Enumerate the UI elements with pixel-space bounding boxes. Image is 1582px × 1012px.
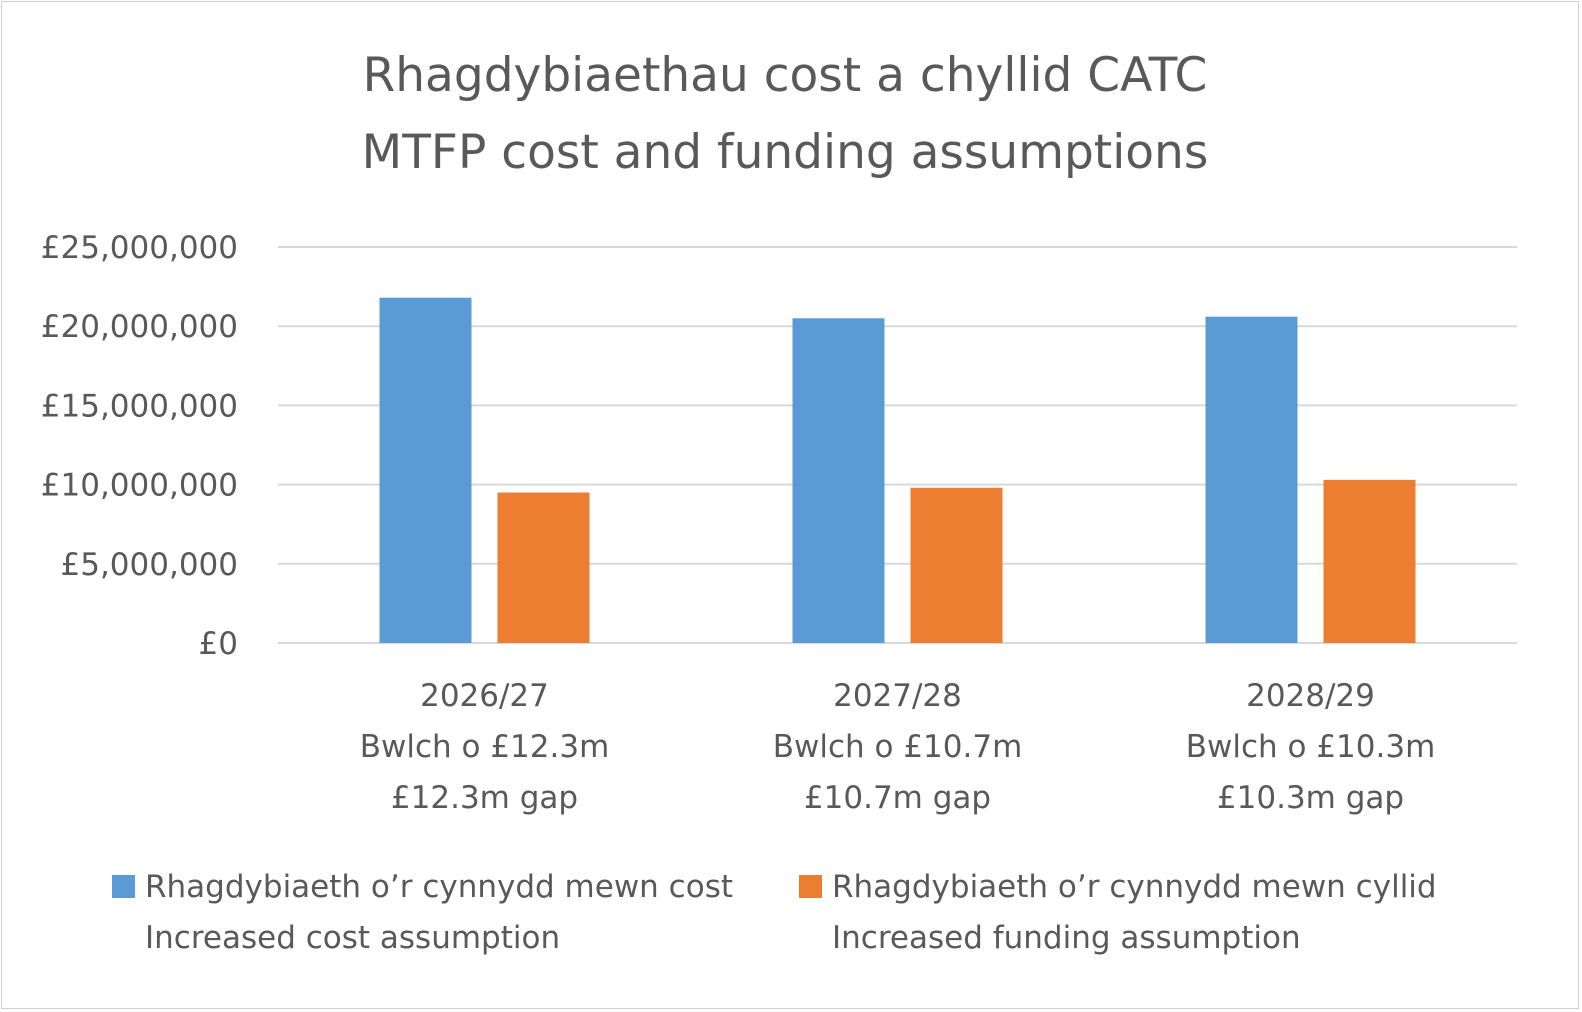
x-tick-label: £10.3m gap xyxy=(1217,780,1404,816)
legend-label-funding-welsh: Rhagdybiaeth o’r cynnydd mewn cyllid xyxy=(832,869,1437,905)
bar-funding xyxy=(497,492,590,643)
y-tick-label: £15,000,000 xyxy=(41,388,238,424)
bar-funding xyxy=(1323,479,1416,643)
chart-title-line-2: MTFP cost and funding assumptions xyxy=(361,125,1209,180)
legend-item-cost: Rhagdybiaeth o’r cynnydd mewn cost Incre… xyxy=(112,862,733,964)
legend-swatch-cost xyxy=(112,875,135,898)
x-tick-label: 2027/28 xyxy=(833,678,962,714)
legend-label-cost-english: Increased cost assumption xyxy=(145,920,561,956)
y-tick-label: £5,000,000 xyxy=(61,547,239,583)
legend-label-cost-welsh: Rhagdybiaeth o’r cynnydd mewn cost xyxy=(145,869,734,905)
bar-cost xyxy=(792,318,885,643)
x-tick-label: £12.3m gap xyxy=(391,780,578,816)
chart-title-line-1: Rhagdybiaethau cost a chyllid CATC xyxy=(362,48,1208,103)
y-tick-label: £0 xyxy=(199,626,238,662)
x-tick-label: Bwlch o £12.3m xyxy=(360,729,610,765)
legend-label-funding-english: Increased funding assumption xyxy=(832,920,1301,956)
y-tick-label: £10,000,000 xyxy=(41,468,238,504)
y-tick-label: £25,000,000 xyxy=(41,230,238,266)
legend-item-funding: Rhagdybiaeth o’r cynnydd mewn cyllid Inc… xyxy=(799,862,1437,964)
bar-cost xyxy=(1205,316,1298,643)
y-tick-label: £20,000,000 xyxy=(41,309,238,345)
x-tick-label: 2026/27 xyxy=(420,678,549,714)
bar-funding xyxy=(910,487,1003,643)
bar-cost xyxy=(379,297,472,643)
x-tick-label: Bwlch o £10.3m xyxy=(1186,729,1436,765)
legend-swatch-funding xyxy=(799,875,822,898)
x-tick-label: Bwlch o £10.7m xyxy=(773,729,1023,765)
x-tick-label: 2028/29 xyxy=(1246,678,1375,714)
x-tick-label: £10.7m gap xyxy=(804,780,991,816)
